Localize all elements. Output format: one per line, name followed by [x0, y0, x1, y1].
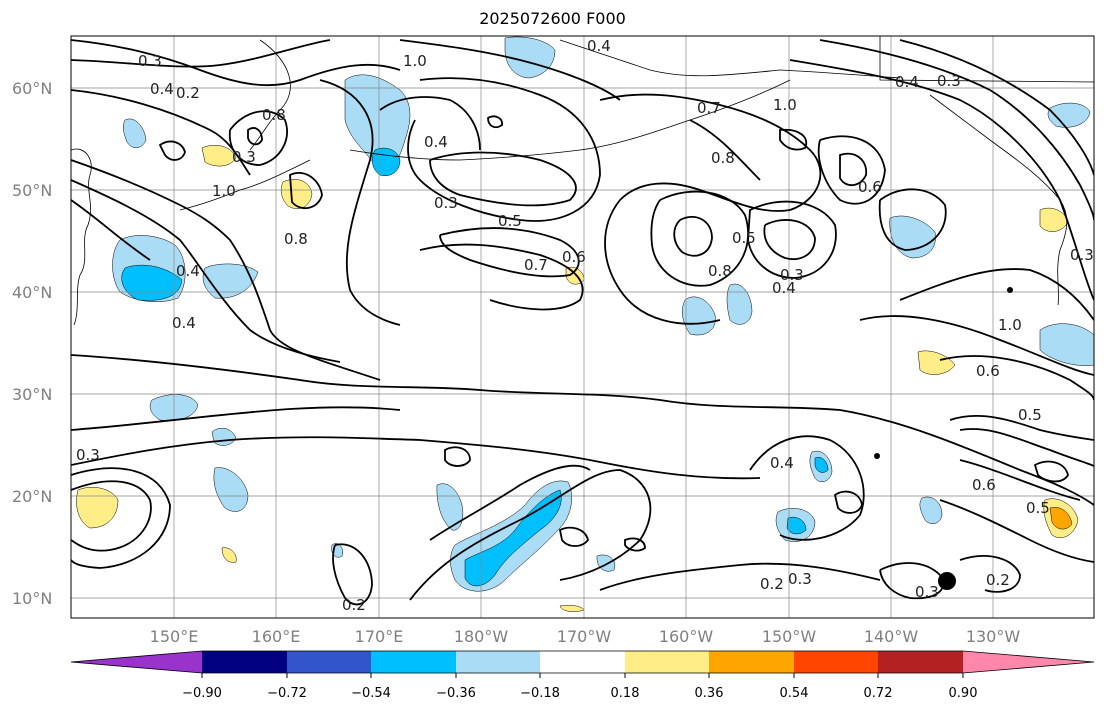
contour-label: 0.6 [976, 362, 1000, 380]
colorbar-tick-label: −0.90 [182, 686, 222, 701]
colorbar-tick-label: −0.36 [436, 686, 476, 701]
contour-label: 0.3 [232, 148, 256, 166]
contour-label: 0.3 [76, 446, 100, 464]
colorbar-labels: −0.90 −0.72 −0.54 −0.36 −0.18 0.18 0.36 … [182, 686, 977, 701]
colorbar-segment [287, 651, 371, 673]
lon-label: 170°E [355, 627, 404, 646]
contour-label: 1.0 [212, 182, 236, 200]
contour-label: 0.3 [915, 583, 939, 601]
lon-label: 150°W [762, 627, 817, 646]
contour-label: 0.3 [937, 72, 961, 90]
coastlines [71, 36, 1094, 326]
markers [874, 287, 1013, 590]
contour-label: 1.0 [773, 96, 797, 114]
contour-label: 0.4 [424, 133, 448, 151]
lat-label: 30°N [12, 385, 52, 404]
colorbar [70, 650, 1095, 678]
lon-label: 170°W [557, 627, 612, 646]
colorbar-segment [709, 651, 794, 673]
contour-label: 0.4 [150, 80, 174, 98]
lon-label: 160°W [659, 627, 714, 646]
colorbar-tick-label: −0.54 [351, 686, 391, 701]
colorbar-tick-label: 0.72 [864, 686, 893, 701]
colorbar-tick-label: 0.54 [780, 686, 809, 701]
contour-label: 1.0 [998, 316, 1022, 334]
contour-label: 0.5 [498, 212, 522, 230]
contour-label: 0.2 [986, 571, 1010, 589]
contour-label: 0.8 [708, 262, 732, 280]
colorbar-segment [794, 651, 878, 673]
colorbar-tick-label: −0.72 [267, 686, 307, 701]
colorbar-tick-label: 0.18 [611, 686, 640, 701]
lat-label: 50°N [12, 181, 52, 200]
contour-label: 0.3 [1070, 246, 1094, 264]
map-frame [70, 35, 1095, 619]
contour-label: 0.8 [711, 149, 735, 167]
contour-label: 0.5 [732, 229, 756, 247]
contour-label: 0.3 [788, 570, 812, 588]
lon-label: 140°W [864, 627, 919, 646]
lon-label: 150°E [150, 627, 199, 646]
contour-label: 0.6 [858, 178, 882, 196]
contour-label: 0.4 [770, 454, 794, 472]
contour-label: 0.4 [587, 37, 611, 55]
contour-label: 0.2 [176, 84, 200, 102]
contour-label: 0.4 [172, 314, 196, 332]
contour-label: 0.2 [342, 596, 366, 614]
contour-label: 0.6 [562, 248, 586, 266]
lon-label: 130°W [966, 627, 1021, 646]
contour-label: 0.8 [262, 106, 286, 124]
contour-labels: 0.3 0.4 0.2 1.0 0.4 0.3 0.3 0.4 0.8 0.7 … [76, 37, 1094, 614]
colorbar-segment [625, 651, 709, 673]
contour-label: 0.7 [697, 99, 721, 117]
longitude-labels: 150°E 160°E 170°E 180°W 170°W 160°W 150°… [150, 627, 1021, 646]
contour-label: 0.8 [284, 230, 308, 248]
contour-lines [71, 39, 1094, 606]
colorbar-tick-label: 0.36 [695, 686, 724, 701]
colorbar-segment [878, 651, 963, 673]
map-content [71, 36, 1094, 618]
lat-label: 60°N [12, 79, 52, 98]
lon-label: 180°W [454, 627, 509, 646]
colorbar-segment [540, 651, 625, 673]
contour-label: 0.2 [760, 575, 784, 593]
contour-label: 0.5 [1026, 499, 1050, 517]
map-background [71, 36, 1094, 618]
colorbar-tick-label: 0.90 [949, 686, 978, 701]
map-title: 2025072600 F000 [479, 9, 626, 28]
contour-label: 0.7 [524, 256, 548, 274]
lat-label: 10°N [12, 589, 52, 608]
colorbar-segment [371, 651, 456, 673]
colorbar-segment [456, 651, 540, 673]
contour-label: 0.4 [772, 279, 796, 297]
lon-label: 160°E [252, 627, 301, 646]
contour-label: 1.0 [403, 52, 427, 70]
contour-label: 0.3 [434, 194, 458, 212]
colorbar-segment [963, 651, 1094, 673]
colorbar-segment [202, 651, 287, 673]
colorbar-segment [71, 651, 202, 673]
lat-label: 40°N [12, 283, 52, 302]
contour-label: 0.4 [176, 262, 200, 280]
contour-label: 0.6 [972, 476, 996, 494]
contour-label: 0.3 [780, 266, 804, 284]
contour-label: 0.5 [1018, 406, 1042, 424]
contour-label: 0.4 [895, 73, 919, 91]
latitude-labels: 60°N 50°N 40°N 30°N 20°N 10°N [12, 79, 52, 608]
shaded-patches [76, 36, 1094, 612]
lat-label: 20°N [12, 487, 52, 506]
colorbar-tick-label: −0.18 [520, 686, 560, 701]
contour-label: 0.3 [138, 52, 162, 70]
